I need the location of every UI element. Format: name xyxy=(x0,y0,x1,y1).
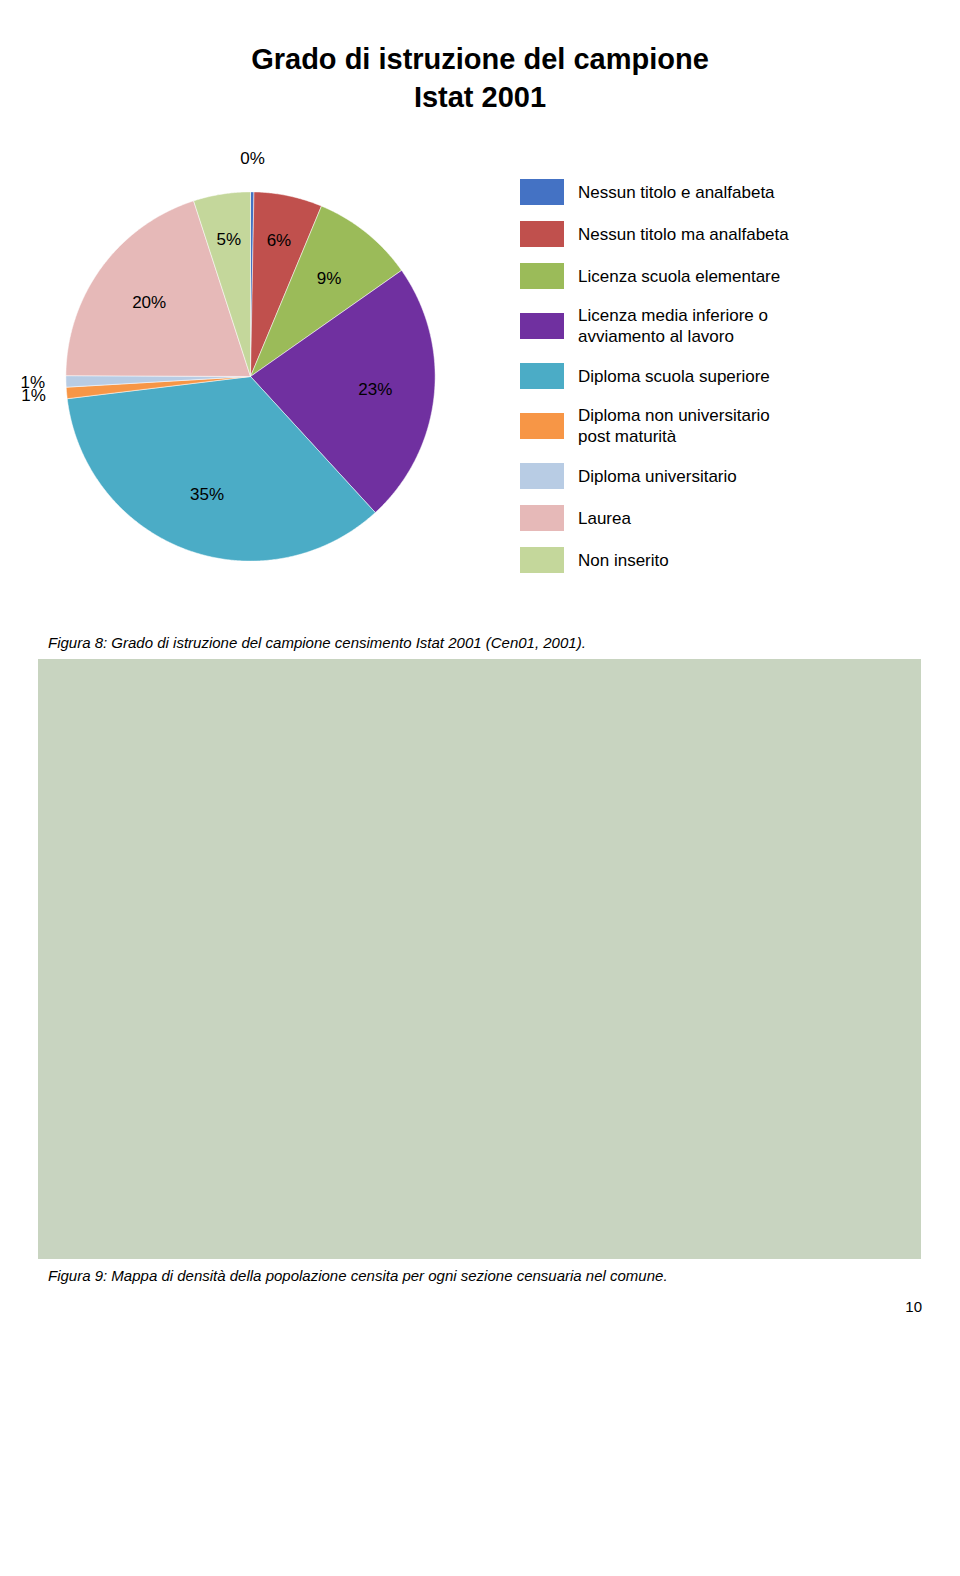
html-text:Figura 9: Mappa di densità del: Figura 9: Mappa di densità della popolaz… xyxy=(48,1267,668,1284)
html-text:Laurea: Laurea xyxy=(578,508,631,528)
svg-text:1%: 1% xyxy=(21,386,46,406)
svg-text:20%: 20% xyxy=(132,293,166,312)
svg-text:0%: 0% xyxy=(240,149,265,168)
html-text:Licenza scuola elementare: Licenza scuola elementare xyxy=(578,266,781,286)
html-text:Diploma non universitario post: Diploma non universitario post maturità xyxy=(578,406,770,446)
html-text:Grado di istruzione del campio: Grado di istruzione del campione xyxy=(251,43,709,75)
svg-text:1%: 1% xyxy=(20,373,45,392)
html-text:Nessun titolo e analfabeta: Nessun titolo e analfabeta xyxy=(578,182,775,202)
html-text:Diploma scuola superiore: Diploma scuola superiore xyxy=(578,366,770,386)
html-text:Figura 8: Grado di istruzione: Figura 8: Grado di istruzione del campio… xyxy=(48,634,586,651)
html-text:Licenza media inferiore o avvi: Licenza media inferiore o avviamento al … xyxy=(578,306,768,346)
svg-text:35%: 35% xyxy=(190,485,224,504)
html-text:Istat 2001: Istat 2001 xyxy=(413,81,547,113)
svg-text:23%: 23% xyxy=(358,380,392,399)
html-text:10: 10 xyxy=(905,1298,922,1315)
svg-text:9%: 9% xyxy=(317,269,342,288)
html-text:Nessun titolo ma analfabeta: Nessun titolo ma analfabeta xyxy=(578,224,789,244)
svg-text:6%: 6% xyxy=(267,231,292,250)
html-text:Non inserito: Non inserito xyxy=(578,550,669,570)
html-text:Diploma universitario: Diploma universitario xyxy=(578,466,737,486)
svg-text:5%: 5% xyxy=(217,230,242,249)
